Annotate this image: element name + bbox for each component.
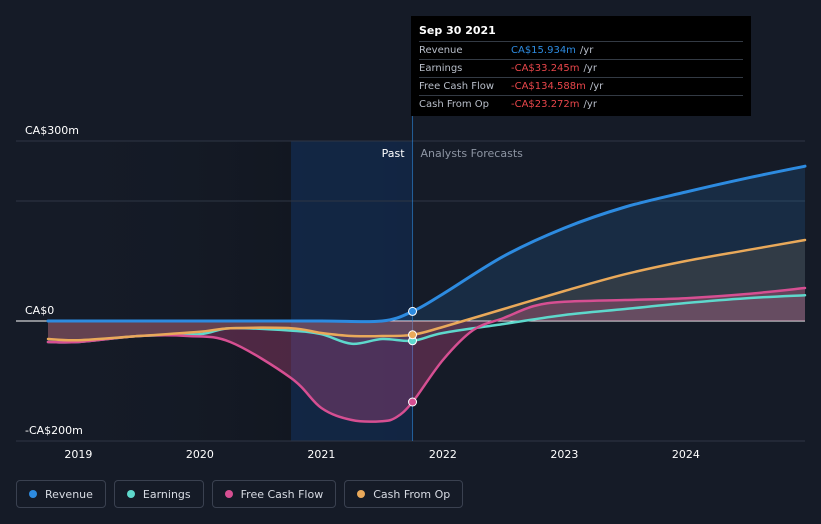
tooltip-row-value: -CA$33.245m	[511, 63, 580, 74]
tooltip-row: Earnings -CA$33.245m/yr	[419, 59, 743, 77]
tooltip-row-value: -CA$134.588m	[511, 81, 586, 92]
x-tick-label: 2020	[186, 448, 214, 461]
legend-dot-icon	[357, 490, 366, 498]
tooltip-date: Sep 30 2021	[419, 24, 496, 37]
cash-from-op-marker	[408, 330, 418, 340]
revenue-line	[46, 164, 807, 324]
free-cash-flow-marker	[408, 397, 418, 407]
cash-from-op-line	[46, 238, 807, 342]
tooltip-row-label: Revenue	[419, 45, 463, 56]
y-tick-label: -CA$200m	[25, 424, 83, 437]
legend-label: Earnings	[142, 487, 191, 501]
free-cash-flow-line	[46, 286, 807, 423]
revenue-area	[48, 166, 805, 322]
y-tick-label: CA$0	[25, 304, 54, 317]
x-tick-label: 2021	[307, 448, 335, 461]
forecast-label: Analysts Forecasts	[421, 147, 524, 160]
legend-label: Free Cash Flow	[240, 487, 324, 501]
revenue-marker	[408, 306, 418, 316]
legend-item-free-cash-flow[interactable]: Free Cash Flow	[211, 480, 337, 508]
tooltip-row-label: Free Cash Flow	[419, 81, 495, 92]
legend-item-revenue[interactable]: Revenue	[16, 480, 106, 508]
tooltip: Sep 30 2021 Revenue CA$15.934m/yr Earnings…	[411, 16, 751, 116]
tooltip-row-unit: /yr	[583, 63, 597, 74]
tooltip-row-value: -CA$23.272m	[511, 99, 580, 110]
legend-label: Cash From Op	[373, 487, 451, 501]
legend-dot-icon	[126, 490, 135, 498]
tooltip-row-label: Cash From Op	[419, 99, 490, 110]
past-label: Past	[382, 147, 406, 160]
tooltip-row-label: Earnings	[419, 63, 463, 74]
tooltip-row: Cash From Op -CA$23.272m/yr	[419, 95, 743, 113]
x-tick-label: 2022	[429, 448, 457, 461]
legend-dot-icon	[29, 490, 37, 498]
tooltip-row-unit: /yr	[589, 81, 604, 92]
tooltip-row-unit: /yr	[583, 99, 597, 110]
legend-label: Revenue	[45, 487, 93, 501]
tooltip-row: Revenue CA$15.934m/yr	[419, 41, 743, 59]
tooltip-row-unit: /yr	[579, 45, 594, 56]
legend-item-cash-from-op[interactable]: Cash From Op	[344, 480, 464, 508]
tooltip-row: Free Cash Flow -CA$134.588m/yr	[419, 77, 743, 95]
legend-item-earnings[interactable]: Earnings	[113, 480, 204, 508]
tooltip-row-value: CA$15.934m	[511, 45, 576, 56]
cash-from-op-area	[48, 240, 805, 341]
legend-dot-icon	[224, 490, 233, 498]
x-tick-label: 2019	[64, 448, 92, 461]
x-tick-label: 2024	[672, 448, 700, 461]
x-tick-label: 2023	[550, 448, 578, 461]
y-tick-label: CA$300m	[25, 124, 79, 137]
legend: Revenue Earnings Free Cash Flow Cash From O…	[16, 480, 464, 508]
highlight-band	[291, 141, 413, 441]
